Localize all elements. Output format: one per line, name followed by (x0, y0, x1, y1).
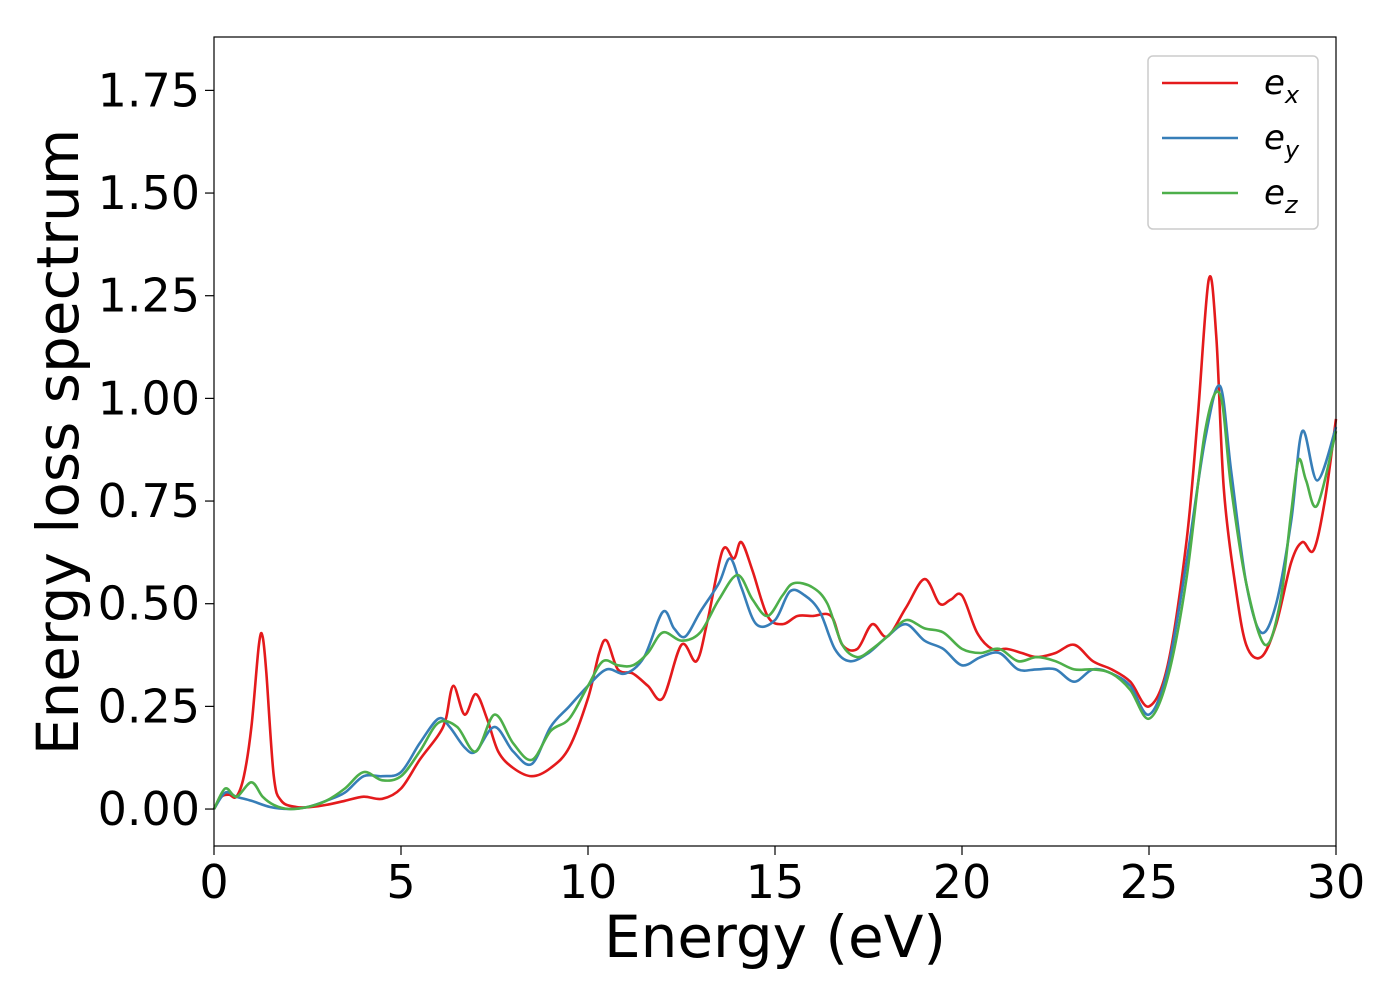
x-tick-label: 10 (559, 855, 618, 909)
legend-label-subscript: y (1284, 136, 1300, 164)
series-line-ex (212, 275, 1338, 810)
y-tick-label: 0.25 (98, 679, 200, 733)
legend-label-ex: ex (1264, 63, 1300, 109)
legend-label-base: e (1264, 173, 1285, 213)
series-layer (212, 275, 1338, 811)
x-tick-label: 20 (933, 855, 992, 909)
y-tick-label: 0.75 (98, 474, 200, 528)
y-axis: 0.00 0.25 0.50 0.75 1.00 1.25 1.50 1.75 (98, 63, 214, 836)
x-tick-label: 15 (746, 855, 805, 909)
y-tick-label: 1.50 (98, 166, 200, 220)
y-tick-label: 0.00 (98, 782, 200, 836)
x-tick-label: 5 (386, 855, 415, 909)
y-tick-label: 1.25 (98, 269, 200, 323)
x-tick-label: 25 (1120, 855, 1179, 909)
y-tick-label: 1.75 (98, 63, 200, 117)
legend-box (1147, 55, 1319, 230)
y-tick-label: 1.00 (98, 371, 200, 425)
legend-label-subscript: z (1284, 191, 1299, 219)
x-tick-label: 30 (1307, 855, 1366, 909)
legend-label-base: e (1264, 118, 1285, 158)
series-line-ez (212, 390, 1338, 811)
legend-label-subscript: x (1284, 81, 1300, 109)
y-axis-label: Energy loss spectrum (24, 129, 92, 755)
x-axis-label: Energy (eV) (604, 903, 946, 971)
legend-label-base: e (1264, 63, 1285, 103)
legend-label-ey: ey (1264, 118, 1300, 164)
x-axis: 0 5 10 15 20 25 30 (199, 846, 1365, 909)
legend-label-ez: ez (1264, 173, 1299, 219)
y-tick-label: 0.50 (98, 577, 200, 631)
x-tick-label: 0 (199, 855, 228, 909)
series-line-ey (212, 384, 1338, 811)
